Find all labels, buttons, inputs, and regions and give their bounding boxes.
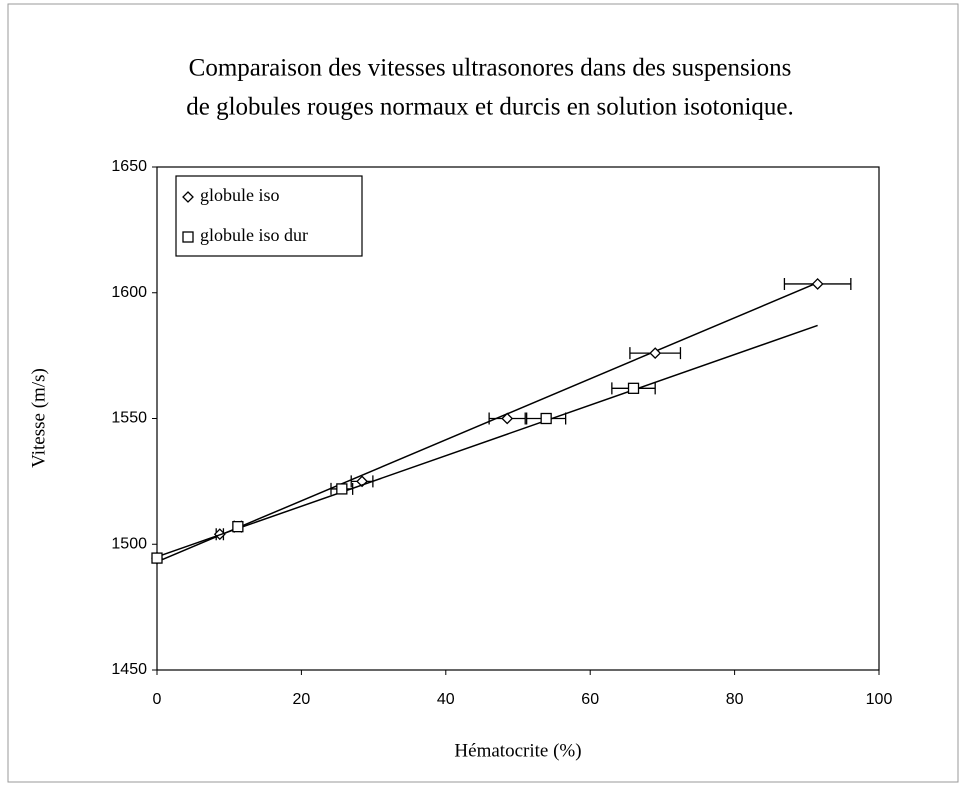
y-tick-label: 1600	[111, 284, 147, 301]
y-tick-label: 1650	[111, 158, 147, 175]
marker	[540, 412, 552, 425]
x-tick-label: 100	[866, 691, 893, 708]
trend-line	[156, 281, 818, 563]
chart-title: de globules rouges normaux et durcis en …	[186, 94, 794, 121]
x-tick-label: 80	[726, 691, 744, 708]
trend-line	[156, 324, 818, 558]
x-tick-label: 0	[153, 691, 162, 708]
x-axis-label: Hématocrite (%)	[454, 740, 581, 761]
legend-label: globule iso	[200, 185, 280, 205]
y-tick-label: 1450	[111, 661, 147, 678]
marker	[151, 552, 163, 564]
marker	[649, 347, 662, 360]
frame	[7, 3, 959, 783]
x-tick-label: 40	[437, 691, 455, 708]
y-tick-label: 1500	[111, 535, 147, 552]
legend-label: globule iso dur	[200, 225, 308, 245]
marker	[501, 412, 514, 425]
marker	[336, 483, 348, 495]
legend-box	[175, 175, 363, 257]
x-tick-label: 60	[581, 691, 599, 708]
y-tick-label: 1550	[111, 410, 147, 427]
x-tick-label: 20	[293, 691, 311, 708]
marker	[232, 520, 244, 533]
marker	[627, 382, 640, 394]
chart-title: Comparaison des vitesses ultrasonores da…	[189, 55, 792, 82]
legend-marker	[182, 231, 194, 243]
legend-marker	[182, 191, 194, 203]
marker	[811, 278, 824, 290]
y-axis-label: Vitesse (m/s)	[28, 368, 49, 468]
